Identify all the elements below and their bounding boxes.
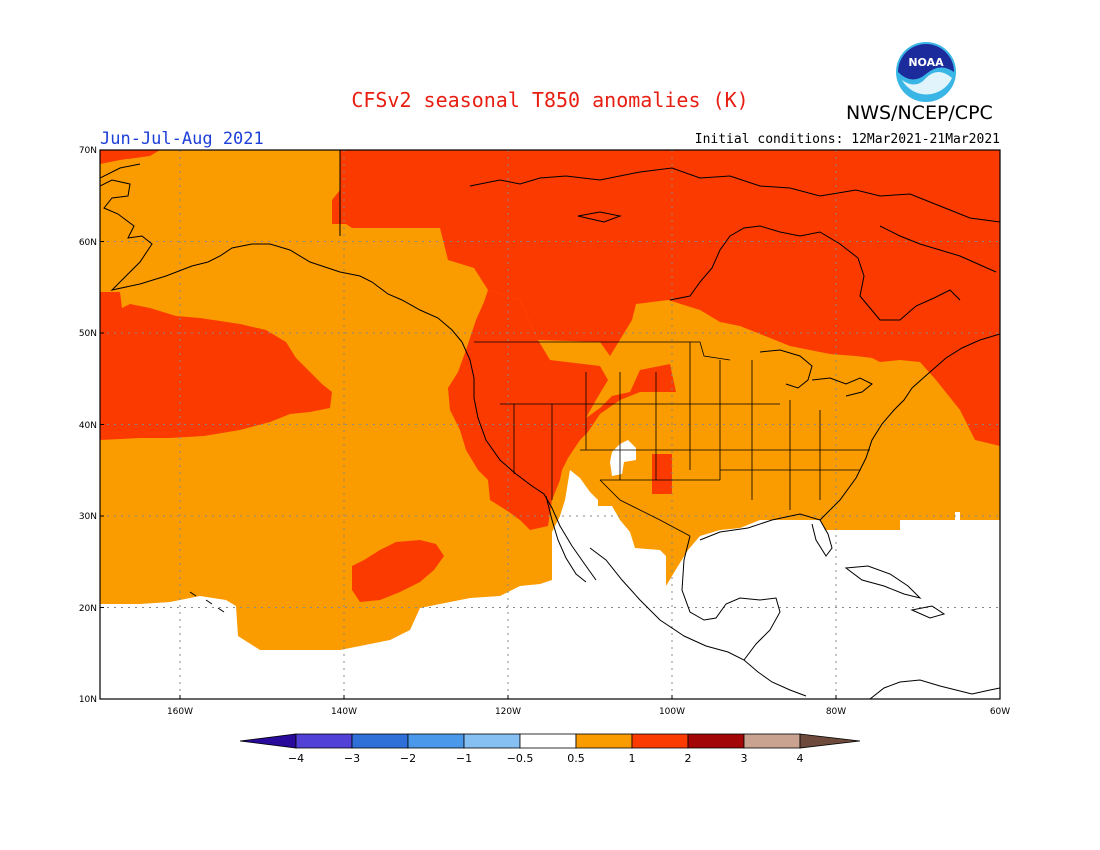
colorbar-label-neg4: −4 xyxy=(288,752,304,765)
colorbar-swatch-8 xyxy=(687,733,745,749)
anomaly-region-neutral-sw xyxy=(610,440,636,476)
colorbar-label-3: 3 xyxy=(741,752,748,765)
colorbar-swatch-5 xyxy=(519,733,577,749)
colorbar-swatch-4 xyxy=(463,733,521,749)
grid-lines xyxy=(100,150,1000,699)
colorbar-swatch-6 xyxy=(575,733,633,749)
colorbar-label-neg2: −2 xyxy=(400,752,416,765)
lat-label-70n: 70N xyxy=(79,146,97,156)
lat-label-50n: 50N xyxy=(79,329,97,339)
axis-ticks xyxy=(100,149,837,699)
lon-label-100w: 100W xyxy=(659,707,685,717)
colorbar-label-neg1: −1 xyxy=(456,752,472,765)
lat-label-40n: 40N xyxy=(79,421,97,431)
anomaly-region-red-nm xyxy=(652,454,672,494)
colorbar-label-0-5: 0.5 xyxy=(567,752,585,765)
anomaly-region-red-pacific-mid xyxy=(100,292,332,440)
colorbar-swatch-9 xyxy=(743,733,801,749)
colorbar-label-neg3: −3 xyxy=(344,752,360,765)
colorbar xyxy=(239,733,861,749)
anomaly-region-red-pacific-north xyxy=(100,150,160,164)
lon-label-140w: 140W xyxy=(331,707,357,717)
agency-label: NWS/NCEP/CPC xyxy=(846,102,993,124)
political-borders xyxy=(474,341,870,537)
lon-label-80w: 80W xyxy=(826,707,846,717)
anomaly-region-red-west xyxy=(448,290,676,530)
anomaly-region-red-north xyxy=(100,150,1000,446)
colorbar-label-4: 4 xyxy=(797,752,804,765)
lon-label-60w: 60W xyxy=(990,707,1010,717)
colorbar-swatch-2 xyxy=(351,733,409,749)
noaa-logo: NOAA xyxy=(896,42,956,102)
lat-label-30n: 30N xyxy=(79,512,97,522)
anomaly-region-red-subtropical xyxy=(352,540,444,602)
colorbar-swatch-min xyxy=(239,733,297,749)
colorbar-label-1: 1 xyxy=(629,752,636,765)
colorbar-swatch-1 xyxy=(295,733,353,749)
lon-label-120w: 120W xyxy=(495,707,521,717)
colorbar-swatch-7 xyxy=(631,733,689,749)
lat-label-60n: 60N xyxy=(79,238,97,248)
svg-text:NOAA: NOAA xyxy=(908,56,944,69)
colorbar-swatch-3 xyxy=(407,733,465,749)
season-label: Jun-Jul-Aug 2021 xyxy=(100,129,264,149)
initial-conditions-label: Initial conditions: 12Mar2021-21Mar2021 xyxy=(694,132,1000,147)
lon-label-160w: 160W xyxy=(167,707,193,717)
coastlines xyxy=(100,150,1000,699)
lat-label-20n: 20N xyxy=(79,604,97,614)
chart-title: CFSv2 seasonal T850 anomalies (K) xyxy=(351,88,749,112)
colorbar-swatch-max xyxy=(799,733,861,749)
colorbar-label-neg0-5: −0.5 xyxy=(507,752,534,765)
lat-label-10n: 10N xyxy=(79,695,97,705)
colorbar-label-2: 2 xyxy=(685,752,692,765)
